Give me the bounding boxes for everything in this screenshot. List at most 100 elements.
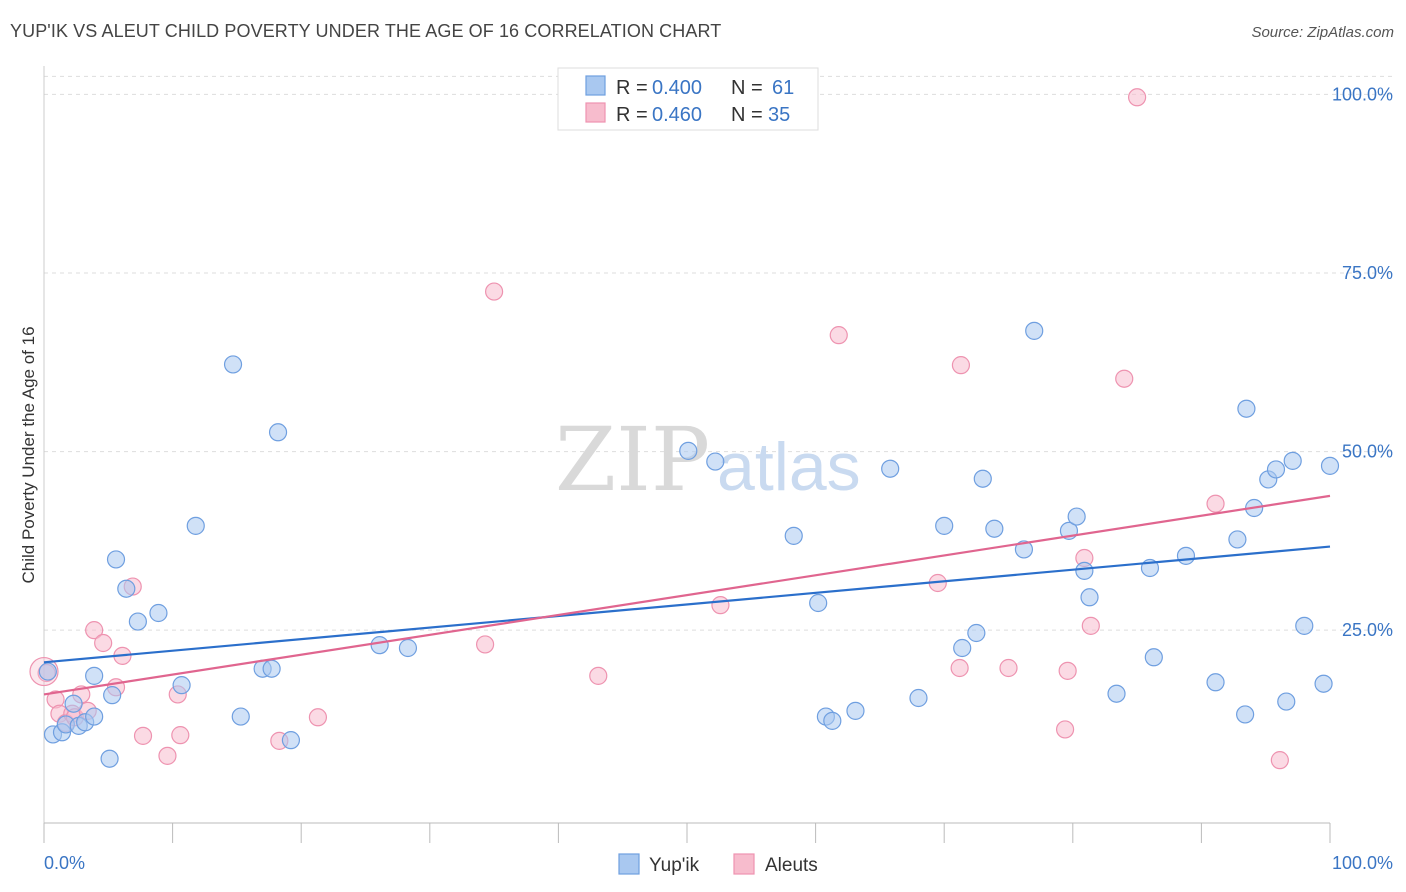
watermark-zip: ZIP (555, 408, 710, 511)
yupik-point (881, 459, 900, 478)
yupik-point (1176, 546, 1196, 565)
yupik-point (1295, 616, 1314, 635)
yupik-swatch (618, 853, 640, 875)
aleuts-point (1081, 616, 1100, 635)
aleuts-point (1270, 751, 1289, 770)
yupik-point (935, 516, 954, 535)
y-tick-label: 75.0% (1342, 263, 1393, 283)
yupik-point (706, 452, 725, 471)
aleuts-point (94, 633, 113, 653)
axes (43, 66, 1331, 843)
aleuts-point (1115, 369, 1134, 388)
yupik-point (1075, 561, 1094, 580)
aleuts-point (829, 326, 848, 345)
yupik-point (1025, 321, 1044, 340)
aleuts-r-value: 0.460 (652, 104, 702, 126)
yupik-point (1266, 460, 1286, 479)
yupik-point (281, 731, 301, 750)
yupik-point (967, 623, 986, 643)
y-axis-label: Child Poverty Under the Age of 16 (19, 326, 38, 583)
yupik-points (38, 321, 1340, 768)
yupik-point (1236, 705, 1255, 724)
yupik-point (223, 355, 243, 374)
yupik-point (1277, 692, 1296, 711)
yupik-legend-label: Yup'ik (649, 855, 700, 876)
yupik-point (172, 676, 191, 695)
correlation-legend: R = 0.400 N = 61 R = 0.460 N = 35 (557, 67, 819, 131)
yupik-point (64, 694, 83, 713)
yupik-point (1080, 588, 1099, 607)
yupik-point (679, 441, 698, 460)
y-tick-label: 25.0% (1342, 620, 1393, 640)
yupik-point (1320, 456, 1340, 475)
grid-lines (44, 75, 1392, 631)
aleuts-point (158, 746, 177, 765)
watermark: ZIP atlas (555, 408, 861, 511)
yupik-point (398, 638, 418, 658)
yupik-point (85, 666, 104, 685)
x-tick-label: 100.0% (1332, 853, 1393, 873)
yupik-point (106, 550, 126, 569)
aleuts-point (1058, 661, 1077, 680)
aleuts-point (308, 708, 328, 727)
yupik-point (1144, 648, 1163, 667)
yupik-point (953, 638, 972, 658)
yupik-point (973, 469, 992, 488)
aleuts-point (999, 658, 1018, 678)
y-tick-label: 100.0% (1332, 84, 1393, 104)
yupik-point (231, 707, 250, 726)
legend-n-label: N = (731, 104, 763, 126)
yupik-point (809, 593, 828, 613)
yupik-r-value: 0.400 (652, 77, 702, 99)
yupik-point (186, 516, 205, 535)
yupik-point (1067, 507, 1086, 526)
yupik-point (1283, 451, 1302, 470)
aleuts-point (589, 666, 608, 685)
x-tick-label: 0.0% (44, 853, 85, 873)
aleuts-point (133, 726, 153, 745)
aleuts-point (951, 356, 971, 375)
aleuts-point (171, 726, 190, 745)
y-tick-label: 50.0% (1342, 442, 1393, 462)
aleuts-point (950, 658, 969, 678)
yupik-trend-line (43, 545, 1331, 664)
yupik-point (128, 612, 147, 631)
yupik-point (1237, 399, 1256, 418)
yupik-point (1228, 530, 1247, 549)
yupik-point (85, 707, 104, 726)
aleuts-n-value: 35 (768, 104, 790, 126)
aleuts-point (485, 282, 504, 301)
yupik-point (38, 662, 57, 681)
aleuts-point (475, 635, 495, 654)
chart-title: YUP'IK VS ALEUT CHILD POVERTY UNDER THE … (10, 21, 722, 41)
yupik-point (268, 423, 288, 442)
yupik-point (117, 579, 136, 598)
yupik-point (149, 603, 168, 623)
yupik-point (784, 526, 803, 545)
yupik-point (100, 749, 119, 768)
yupik-legend-swatch (585, 75, 606, 96)
aleuts-point (1127, 88, 1147, 107)
yupik-point (1206, 673, 1225, 692)
aleuts-legend-swatch (585, 102, 606, 123)
aleuts-trend-line (43, 494, 1331, 696)
series-legend: Yup'ik Aleuts (618, 853, 818, 876)
legend-r-label: R = (616, 104, 648, 126)
yupik-point (985, 519, 1004, 538)
yupik-point (909, 688, 928, 708)
yupik-point (262, 659, 281, 678)
trend-lines (43, 494, 1331, 696)
yupik-point (846, 701, 865, 720)
tick-labels: 25.0% 50.0% 75.0% 100.0% 0.0% 100.0% (44, 84, 1393, 873)
watermark-atlas: atlas (717, 429, 861, 505)
legend-n-label: N = (731, 77, 763, 99)
aleuts-point (85, 621, 104, 640)
yupik-point (370, 636, 389, 655)
aleuts-point (711, 596, 730, 615)
yupik-point (1014, 540, 1034, 559)
legend-r-label: R = (616, 77, 648, 99)
yupik-point (1314, 674, 1333, 693)
aleuts-point (1055, 720, 1075, 739)
aleuts-point (1206, 494, 1225, 513)
